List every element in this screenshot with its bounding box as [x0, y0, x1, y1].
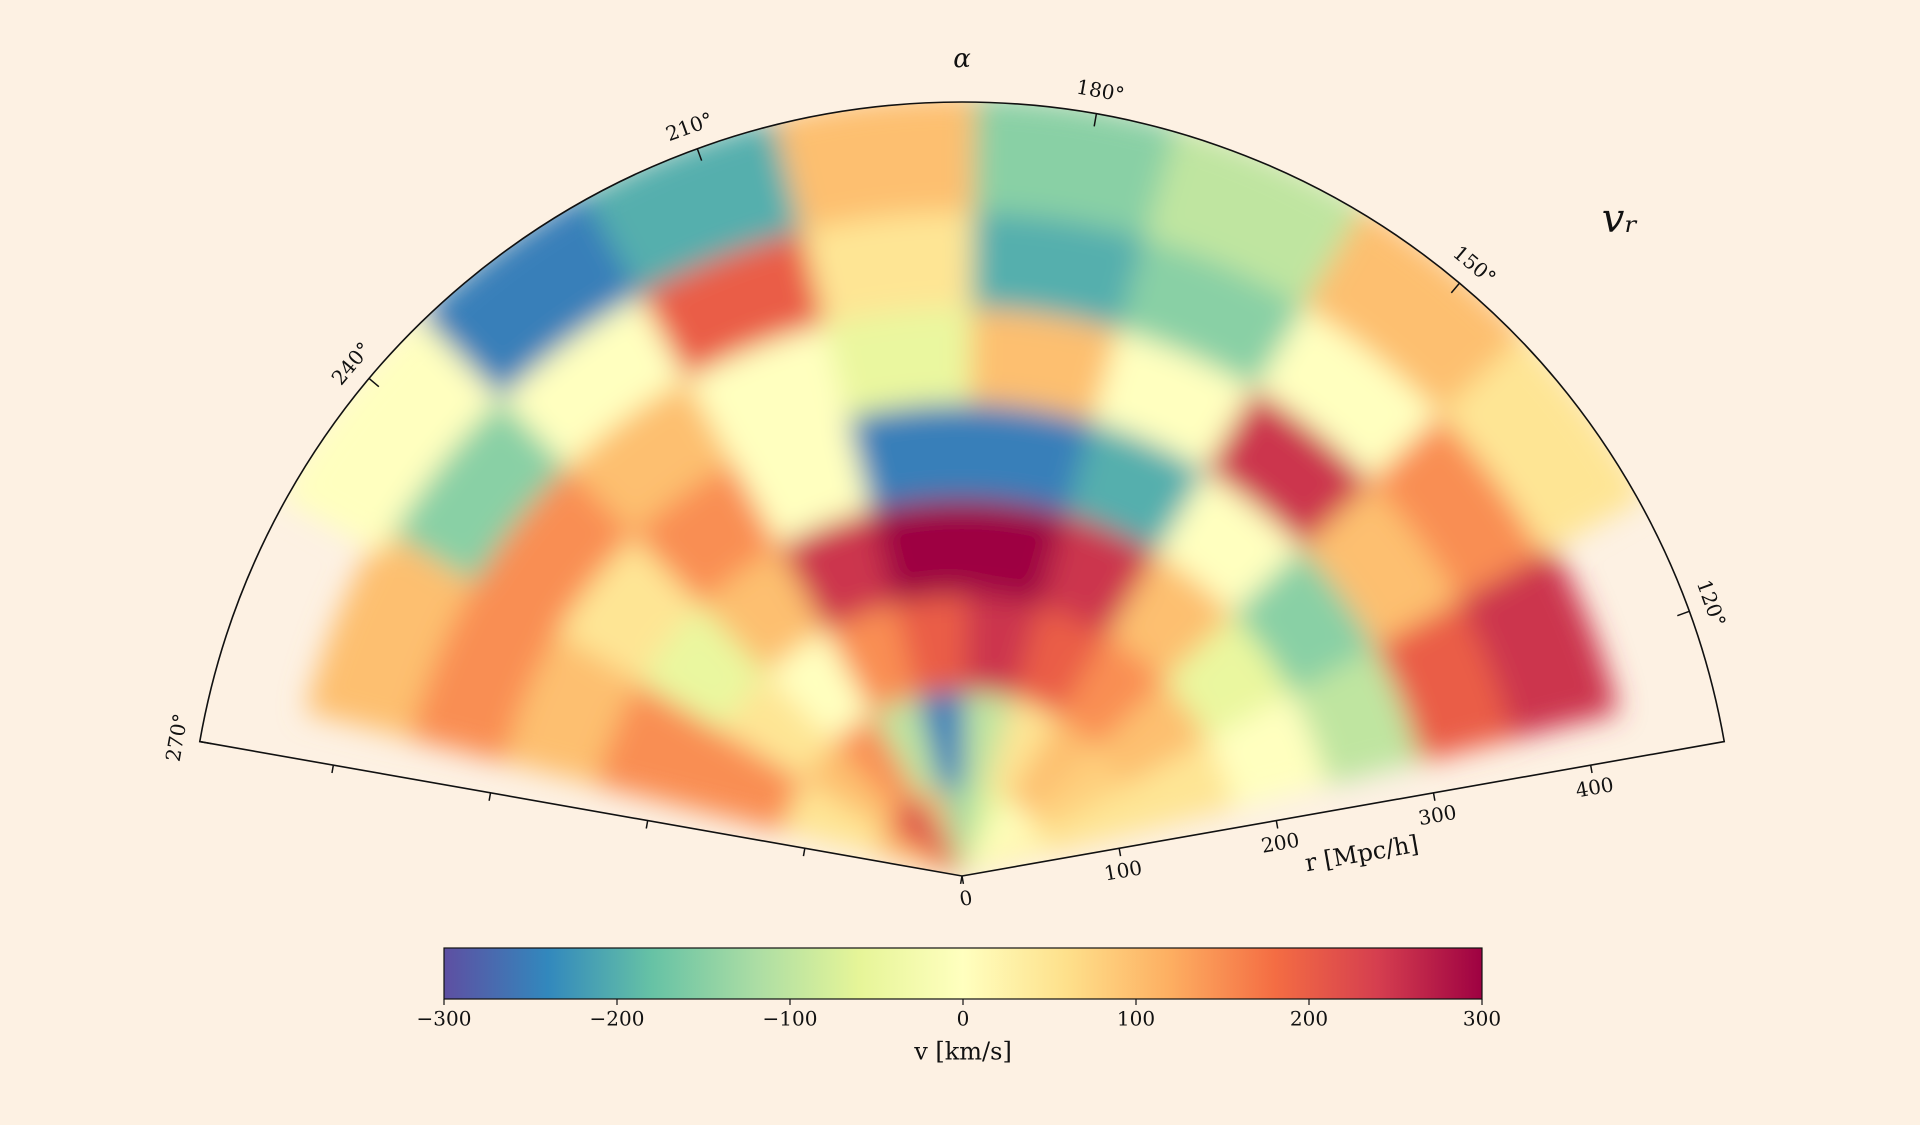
- field-cell: [1038, 774, 1155, 855]
- colorbar-tick-label: 300: [1463, 1007, 1501, 1031]
- field-cell: [370, 389, 568, 601]
- field-cell: [955, 486, 1070, 607]
- field-cell: [305, 527, 476, 739]
- colorbar: [443, 947, 1483, 1000]
- theta-tick: [1093, 113, 1098, 127]
- field-cell: [1076, 312, 1262, 472]
- theta-tick: [696, 148, 703, 161]
- theta-tick: [1450, 282, 1461, 294]
- field-cell: [958, 678, 1017, 791]
- colorbar-tick-label: −300: [417, 1007, 472, 1031]
- field-cell: [1099, 219, 1311, 390]
- r-tick: [331, 765, 335, 774]
- chart-title: vᵣ: [1602, 196, 1638, 242]
- field-cell: [872, 802, 962, 876]
- field-cell: [956, 582, 1043, 699]
- field-cell: [1283, 193, 1524, 415]
- field-cell: [279, 314, 501, 555]
- field-cell: [962, 776, 1015, 876]
- r-tick: [1589, 765, 1593, 774]
- field-cell: [681, 535, 826, 681]
- field-cell: [951, 295, 1123, 422]
- field: [279, 101, 1645, 876]
- field-cell: [950, 199, 1149, 330]
- field-cell: [1122, 118, 1364, 307]
- colorbar-tick-label: −100: [763, 1007, 818, 1031]
- field-cell: [909, 776, 962, 876]
- field-cell: [1157, 595, 1303, 740]
- field-cell: [881, 582, 968, 699]
- field-cell: [962, 823, 1062, 876]
- field-cell: [862, 823, 962, 876]
- colorbar-tick-label: 200: [1290, 1007, 1328, 1031]
- field-cell: [398, 576, 558, 762]
- field-cell: [801, 295, 973, 422]
- r-tick: [959, 875, 963, 885]
- r-tick: [645, 820, 649, 829]
- r-tick: [1432, 792, 1436, 801]
- field-cell: [775, 199, 974, 330]
- colorbar-tick-label: 0: [957, 1007, 970, 1031]
- colorbar-label: v [km/s]: [913, 1038, 1012, 1066]
- field-cell: [907, 678, 966, 791]
- field-cell: [962, 786, 1036, 876]
- colorbar-tick-label: −200: [590, 1007, 645, 1031]
- colorbar-tick-label: 100: [1117, 1007, 1155, 1031]
- field-cell: [960, 773, 991, 876]
- r-tick: [1275, 820, 1279, 829]
- field-cell: [1237, 284, 1449, 482]
- field-cell: [953, 390, 1096, 514]
- theta-tick: [368, 377, 380, 388]
- field-cell: [888, 786, 962, 876]
- theta-tick: [1677, 610, 1690, 617]
- field-cell: [769, 774, 886, 855]
- field-cell: [948, 101, 1178, 238]
- field-cell: [860, 683, 941, 800]
- r-tick: [488, 792, 492, 801]
- r-tick-label: 0: [958, 885, 975, 911]
- r-tick: [1118, 848, 1122, 857]
- field-cell: [746, 101, 976, 238]
- wedge-outline: [198, 101, 1726, 877]
- theta-tick: [199, 740, 213, 745]
- field-cell: [962, 802, 1052, 876]
- r-tick: [802, 848, 806, 857]
- theta-axis-label: α: [953, 44, 971, 74]
